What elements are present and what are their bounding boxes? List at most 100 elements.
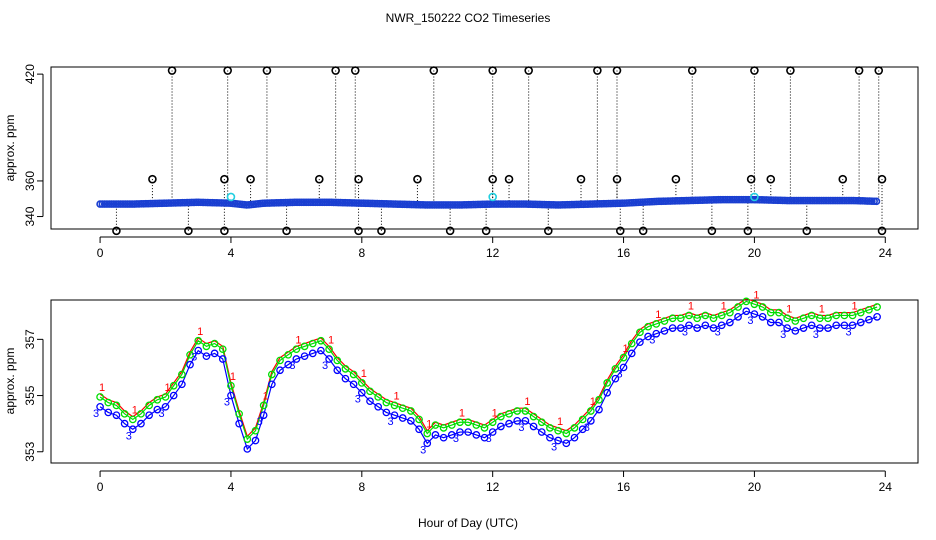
top-outlier-high-point	[687, 66, 697, 75]
bottom-series-2-point	[668, 314, 677, 323]
bottom-series-1-label: 1	[361, 368, 367, 380]
bottom-series-2-point	[325, 345, 333, 354]
bottom-series-3-point	[783, 324, 791, 332]
top-outlier-high-point	[350, 66, 360, 75]
bottom-series-3-point	[668, 324, 677, 332]
top-plot-marks	[96, 66, 887, 236]
top-x-tick-label: 0	[97, 246, 104, 260]
x-axis-label: Hour of Day (UTC)	[418, 516, 518, 530]
bottom-series-3-point	[374, 402, 383, 411]
bottom-series-2-point	[300, 342, 309, 351]
bottom-series-3-point	[521, 416, 530, 425]
bottom-series-3-point	[603, 388, 612, 397]
top-outlier-high-point	[524, 66, 533, 75]
bottom-series-2-point	[104, 398, 113, 407]
bottom-series-2-point	[636, 328, 644, 337]
bottom-series-2-point	[570, 424, 579, 432]
top-outlier-low-point	[543, 226, 553, 236]
bottom-series-3-point	[726, 318, 734, 327]
bottom-series-3-point	[586, 416, 595, 425]
bottom-series-3-point	[619, 363, 628, 372]
top-outlier-low-point	[638, 226, 648, 236]
top-outlier-high-point	[612, 66, 622, 75]
bottom-series-3-point	[529, 422, 538, 431]
bottom-series-2-point	[292, 345, 301, 354]
bottom-series-3-point	[235, 419, 243, 428]
bottom-x-tick-label: 24	[879, 480, 893, 494]
top-outlier-high-point	[593, 66, 602, 75]
bottom-series-2-point	[210, 339, 219, 348]
bottom-series-1-label: 1	[622, 343, 628, 355]
bottom-series-3-point	[505, 419, 513, 428]
bottom-series-2-point	[750, 300, 759, 309]
top-y-tick-label: 340	[23, 206, 37, 226]
top-plot-axes: 0 4 8 12 16 20 24 340 360 420	[23, 64, 892, 260]
bottom-series-2-point	[627, 339, 636, 348]
bottom-series-3-point	[407, 416, 415, 425]
bottom-series-3-point	[186, 360, 194, 369]
bottom-series-3-point	[120, 419, 129, 428]
bottom-series-2-point	[619, 353, 628, 362]
bottom-series-2-point	[644, 322, 652, 331]
bottom-series-2-point	[873, 303, 881, 311]
top-outlier-mid-point	[246, 174, 255, 184]
bottom-series-3-label: 3	[93, 408, 99, 420]
bottom-series-2-point	[488, 418, 497, 427]
bottom-series-3-label: 3	[551, 442, 557, 454]
bottom-y-tick-label: 355	[23, 385, 37, 405]
bottom-series-3-point	[382, 408, 391, 417]
bottom-series-3-point	[439, 433, 448, 442]
bottom-series-3-point	[145, 411, 154, 420]
bottom-series-3-label: 3	[616, 368, 622, 380]
bottom-plot-axes: 0 4 8 12 16 20 24 353 355 357	[23, 329, 892, 494]
top-outlier-mid-point	[220, 174, 229, 184]
bottom-series-2-point	[202, 342, 211, 351]
bottom-series-3-point	[227, 391, 235, 400]
top-outlier-mid-point	[671, 174, 681, 184]
bottom-series-3-point	[104, 408, 113, 417]
top-outlier-mid-point	[148, 174, 157, 184]
top-cyan-point	[488, 192, 497, 202]
bottom-series-3-label: 3	[846, 326, 852, 338]
bottom-series-3-point	[325, 355, 333, 363]
bottom-series-2-point	[398, 404, 407, 413]
bottom-series-3-point	[276, 366, 284, 375]
bottom-series-3-point	[865, 315, 873, 324]
bottom-series-3-label: 3	[191, 352, 197, 364]
bottom-series-1-label: 1	[459, 407, 465, 419]
top-cyan-point	[750, 192, 759, 202]
bottom-series-3-point	[349, 380, 358, 389]
top-outlier-low-point	[220, 226, 229, 236]
bottom-series-3-point	[562, 439, 571, 448]
bottom-series-1-label: 1	[132, 405, 138, 417]
bottom-y-tick-label: 357	[23, 329, 37, 349]
bottom-series-1-label: 1	[655, 309, 661, 321]
bottom-series-2-point	[701, 311, 710, 320]
bottom-series-3-point	[300, 352, 309, 361]
bottom-series-3-point	[210, 349, 219, 358]
bottom-series-3-label: 3	[780, 329, 786, 341]
bottom-series-1-label: 1	[819, 303, 825, 315]
top-x-tick-label: 4	[228, 246, 235, 260]
bottom-series-3-point	[308, 349, 317, 358]
bottom-series-1-label: 1	[721, 301, 727, 313]
top-outlier-high-point	[786, 66, 795, 75]
bottom-series-3-point	[488, 428, 497, 436]
top-outlier-low-point	[282, 226, 291, 236]
bottom-series-3-point	[537, 428, 546, 436]
bottom-series-1-label: 1	[492, 407, 498, 419]
bottom-series-2-point	[374, 393, 383, 401]
top-outlier-low-point	[877, 226, 887, 236]
bottom-series-3-point	[840, 321, 849, 330]
top-outlier-mid-point	[576, 174, 586, 184]
bottom-series-2-point	[447, 421, 456, 429]
bottom-series-2-point	[128, 415, 137, 424]
bottom-series-2-point	[357, 379, 366, 387]
bottom-series-2-point	[734, 303, 742, 311]
bottom-series-2-point	[317, 336, 325, 345]
bottom-series-1-label: 1	[753, 289, 759, 301]
bottom-series-1-label: 1	[99, 382, 105, 394]
bottom-series-3-point	[153, 405, 162, 414]
bottom-series-3-point	[415, 425, 423, 434]
bottom-series-1-label: 1	[688, 301, 694, 313]
